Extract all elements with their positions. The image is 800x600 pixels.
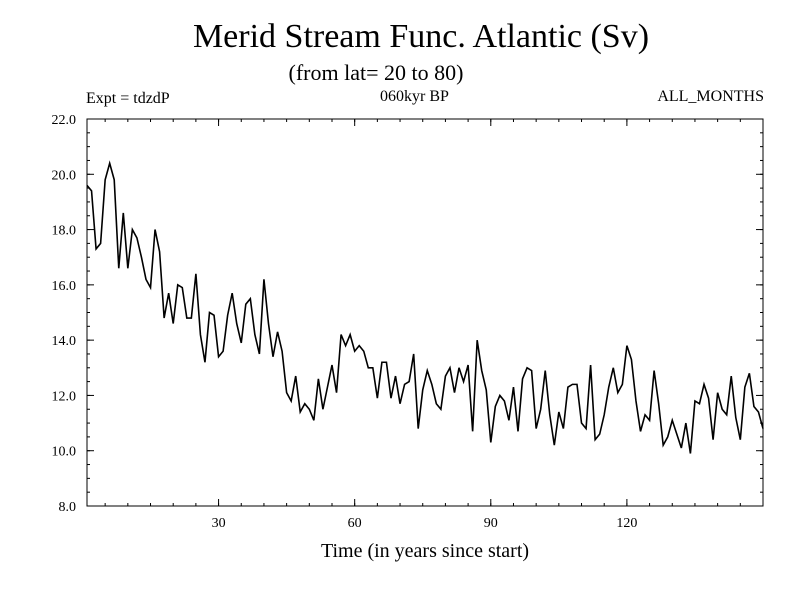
series-line [86, 160, 764, 454]
experiment-label: Expt = tdzdP [86, 90, 170, 107]
y-tick-label: 16.0 [52, 279, 77, 294]
x-tick-label: 60 [348, 516, 362, 531]
x-tick-label: 90 [484, 516, 498, 531]
y-tick-label: 10.0 [52, 445, 77, 460]
x-tick-label: 120 [616, 516, 637, 531]
chart-title: Merid Stream Func. Atlantic (Sv) [192, 18, 650, 55]
period-label: 060kyr BP [380, 88, 449, 105]
y-tick-label: 22.0 [52, 113, 77, 128]
x-tick-label: 30 [212, 516, 226, 531]
y-tick-label: 14.0 [52, 334, 77, 349]
months-label: ALL_MONTHS [657, 88, 764, 105]
x-axis-label: Time (in years since start) [320, 540, 530, 562]
y-tick-label: 8.0 [59, 500, 77, 515]
y-tick-label: 12.0 [52, 389, 77, 404]
series-layer [86, 160, 764, 454]
chart-subtitle: (from lat= 20 to 80) [288, 60, 464, 85]
x-axis-ticks: 30 60 90 120 [104, 119, 741, 531]
y-axis-ticks: 8.0 10.0 12.0 14.0 16.0 18.0 20.0 22.0 [52, 113, 763, 515]
plot-frame [86, 118, 764, 507]
y-tick-label: 20.0 [52, 168, 77, 183]
y-tick-label: 18.0 [52, 224, 77, 239]
